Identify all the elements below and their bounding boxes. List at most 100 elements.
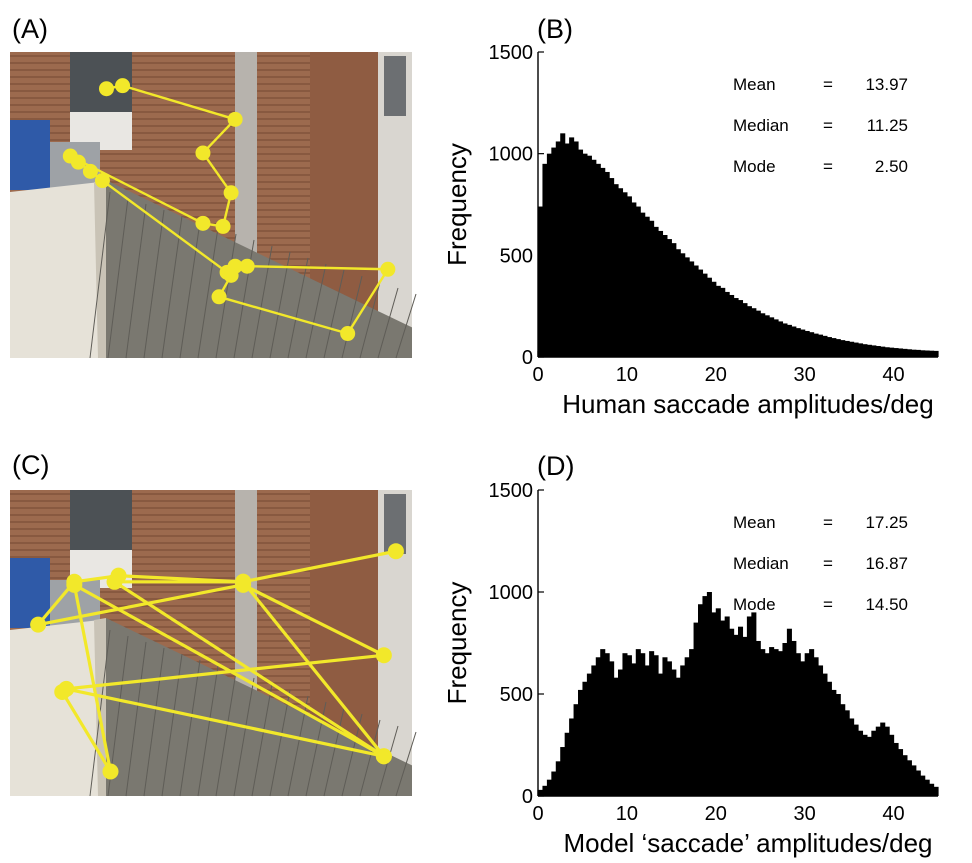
stat-equals: = xyxy=(823,595,833,614)
histogram-bar xyxy=(884,726,890,796)
histogram-bar xyxy=(555,141,561,357)
histogram-bar xyxy=(604,653,610,796)
roof-texture-line xyxy=(215,671,237,797)
histogram-bar xyxy=(649,220,655,357)
fixation-point xyxy=(223,185,239,201)
roof-texture-line xyxy=(359,281,381,359)
stat-value: 17.25 xyxy=(865,513,908,532)
histogram-bar xyxy=(658,230,664,357)
histogram-bar xyxy=(809,649,815,796)
sloped-roof xyxy=(106,618,412,796)
histogram-bar xyxy=(791,326,797,357)
top-window xyxy=(70,490,132,550)
roof-texture-line xyxy=(179,659,201,797)
roof-texture-line xyxy=(143,209,165,359)
histogram-bar xyxy=(791,640,797,796)
histogram-bar xyxy=(640,212,646,357)
histogram-bar xyxy=(800,329,806,357)
histogram-bar xyxy=(626,655,632,796)
histogram-bar xyxy=(560,747,566,796)
scene-a-photo xyxy=(10,52,417,359)
x-tick-label: 10 xyxy=(616,803,638,825)
stat-value: 13.97 xyxy=(865,75,908,94)
histogram-bar xyxy=(693,265,699,357)
x-tick-label: 30 xyxy=(794,803,816,825)
blue-barrels xyxy=(10,120,50,190)
fixation-point xyxy=(66,576,83,593)
histogram-bar xyxy=(698,269,704,357)
histogram-bar xyxy=(564,732,570,796)
histogram-bar xyxy=(578,689,584,796)
roof-texture-line xyxy=(251,683,273,797)
histogram-bar xyxy=(813,657,819,796)
histogram-bar xyxy=(666,661,672,796)
scene-c-photo xyxy=(10,490,417,797)
fixation-point xyxy=(30,616,47,633)
histogram-bar xyxy=(653,655,659,796)
histogram-bar xyxy=(684,257,690,357)
histogram-bar xyxy=(809,332,815,357)
histogram-bar xyxy=(751,612,757,796)
fixation-point xyxy=(375,748,392,765)
stat-equals: = xyxy=(823,157,833,176)
histogram-bar xyxy=(658,673,664,796)
histogram-bar xyxy=(622,653,628,796)
y-axis-label: Frequency xyxy=(442,582,472,705)
fixation-point xyxy=(82,163,98,179)
histogram-bar xyxy=(902,348,908,357)
histogram-bar xyxy=(849,718,855,796)
histogram-bar xyxy=(671,243,677,357)
stat-equals: = xyxy=(823,513,833,532)
histogram-bar xyxy=(924,350,930,357)
window-pane xyxy=(384,494,406,554)
histogram-bar xyxy=(818,665,824,796)
stat-value: 14.50 xyxy=(865,595,908,614)
fixation-point xyxy=(215,218,231,234)
histogram-bar xyxy=(746,616,752,796)
histogram-bar xyxy=(826,337,832,357)
histogram-bar xyxy=(675,249,681,357)
histogram-bar xyxy=(715,285,721,357)
histogram-bar xyxy=(671,669,677,796)
histogram-bar xyxy=(560,133,566,357)
fixation-point xyxy=(340,326,356,342)
histogram-bar xyxy=(600,167,606,357)
histogram-bar xyxy=(902,755,908,796)
window-pane xyxy=(384,56,406,116)
roof-texture-line xyxy=(395,731,417,797)
histogram-bar xyxy=(644,216,650,357)
fixation-point xyxy=(98,81,114,97)
histogram-bar xyxy=(933,786,939,796)
panel-label-a: (A) xyxy=(12,14,48,44)
x-tick-label: 0 xyxy=(532,364,543,386)
histogram-bar xyxy=(844,710,850,796)
histogram-bar xyxy=(911,765,917,796)
histogram-bar xyxy=(622,192,628,357)
histogram-bar xyxy=(702,273,708,357)
fixation-point xyxy=(102,763,119,780)
scanpath-line xyxy=(69,84,390,335)
histogram-bar xyxy=(871,345,877,357)
histogram-bar xyxy=(822,335,828,357)
histogram-bar xyxy=(724,291,730,357)
x-tick-label: 20 xyxy=(705,803,727,825)
y-tick-label: 1500 xyxy=(489,480,534,502)
histogram-bar xyxy=(551,147,557,357)
x-axis-label: Model ‘saccade’ amplitudes/deg xyxy=(563,828,932,858)
histogram-bar xyxy=(782,643,788,796)
histogram-bar xyxy=(813,333,819,357)
histogram-bar xyxy=(884,347,890,357)
x-tick-label: 30 xyxy=(794,364,816,386)
histogram-bar xyxy=(724,616,730,796)
stat-value: 16.87 xyxy=(865,554,908,573)
histogram-bar xyxy=(595,163,601,357)
stat-name: Mode xyxy=(733,157,776,176)
panel-label-b: (B) xyxy=(537,14,573,44)
histogram-bar xyxy=(840,340,846,357)
histogram-bar xyxy=(746,306,752,357)
histogram-bar xyxy=(835,339,841,357)
y-tick-label: 1500 xyxy=(489,42,534,64)
histogram-bar xyxy=(738,300,744,357)
histogram-bar xyxy=(609,178,615,357)
histogram-bar xyxy=(924,779,930,796)
